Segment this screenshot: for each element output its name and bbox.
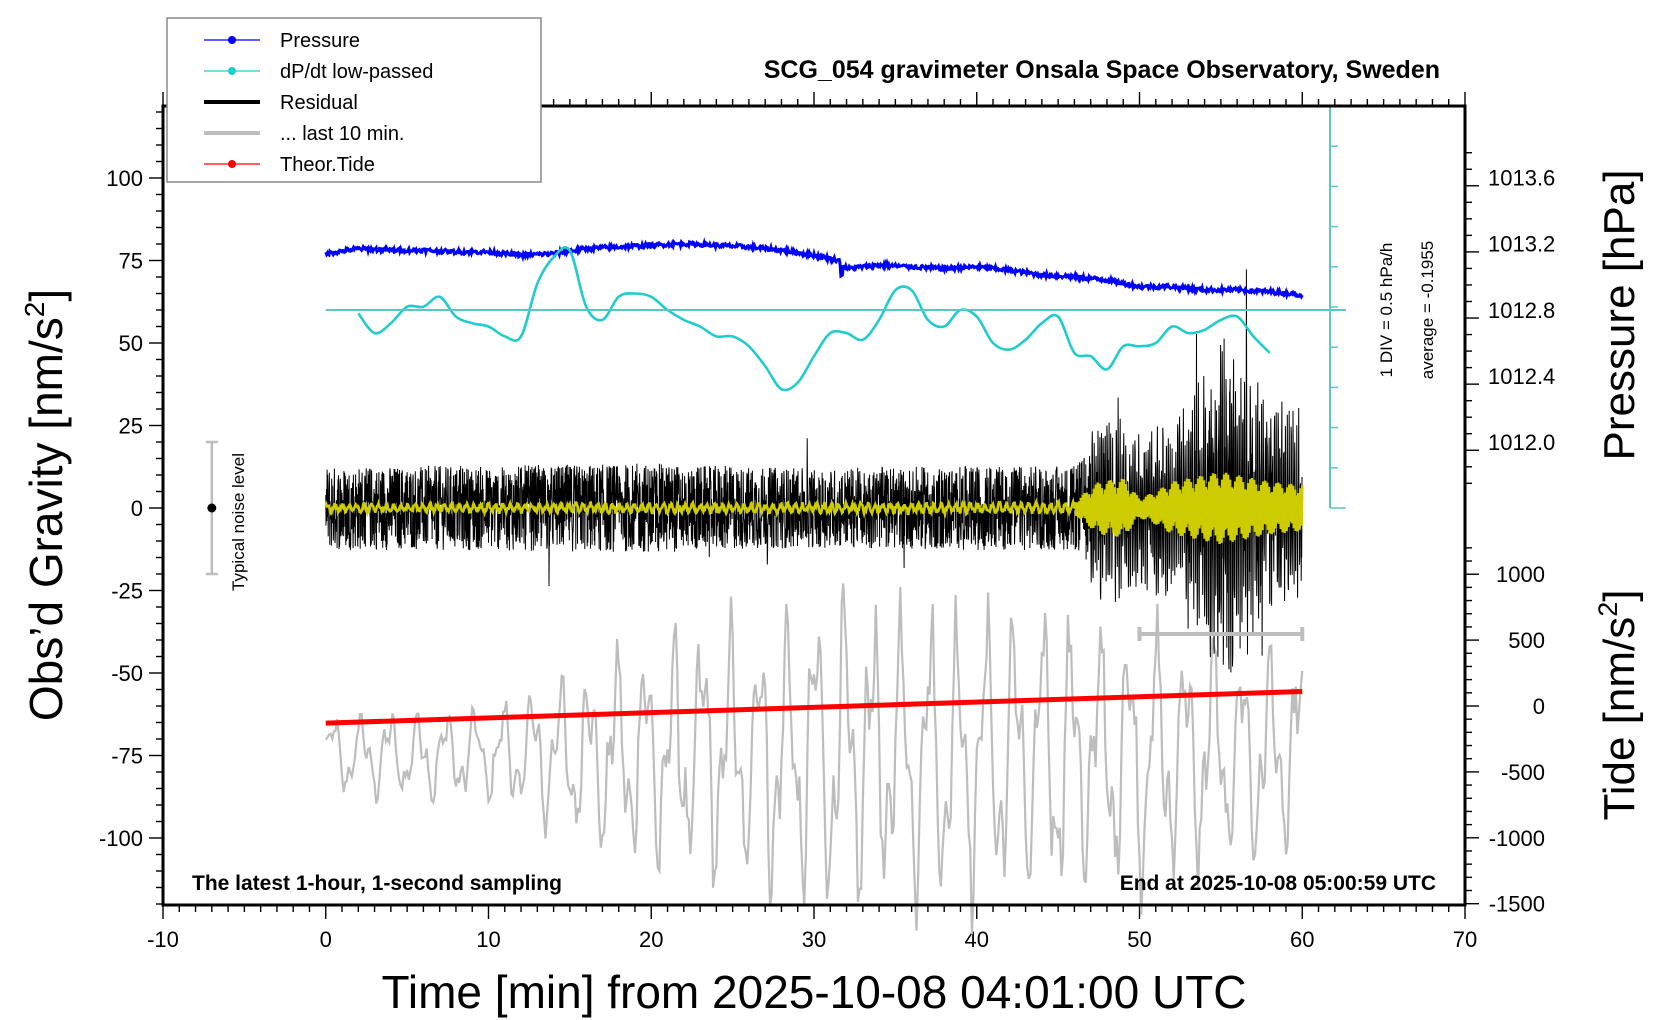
noise-label: Typical noise level xyxy=(229,453,248,591)
x-tick-label: 30 xyxy=(802,927,826,952)
svg-text:Obs’d Gravity [nm/s2]: Obs’d Gravity [nm/s2] xyxy=(19,289,72,721)
series-theor-tide xyxy=(325,689,1303,726)
legend-label: Pressure xyxy=(280,30,360,52)
tide-title-tail: ] xyxy=(1595,589,1644,601)
y-left-tick-label: 50 xyxy=(119,331,143,356)
pressure-tick-label: 1012.0 xyxy=(1488,430,1555,455)
legend-swatch-dot xyxy=(228,67,236,75)
noise-label-group: Typical noise level xyxy=(229,453,248,591)
legend-swatch-dot xyxy=(228,36,236,44)
svg-text:Tide [nm/s2]: Tide [nm/s2] xyxy=(1593,589,1644,820)
y-left-title-main: Obs’d Gravity [nm/s xyxy=(20,317,72,721)
tide-tick-label: -1000 xyxy=(1489,826,1545,851)
dpdt-average-label: average = -0.1955 xyxy=(1418,241,1437,379)
pressure-tick-label: 1013.6 xyxy=(1488,166,1555,191)
y-left-tick-label: -50 xyxy=(111,661,143,686)
tide-tick-label: 0 xyxy=(1533,694,1545,719)
y-left-title-sup: 2 xyxy=(19,302,50,318)
legend-label: dP/dt low-passed xyxy=(280,61,433,83)
y-left-tick-label: 75 xyxy=(119,249,143,274)
y-left-tick-label: -100 xyxy=(99,826,143,851)
y-left-tick-label: 25 xyxy=(119,414,143,439)
legend-label: ... last 10 min. xyxy=(280,123,405,145)
x-tick-label: 50 xyxy=(1127,927,1151,952)
series-last-10-min xyxy=(324,583,1304,935)
pressure-tick-label: 1013.2 xyxy=(1488,232,1555,257)
x-tick-label: 0 xyxy=(320,927,332,952)
series-residual-lowpassed xyxy=(324,472,1304,545)
pressure-tick-label: 1012.8 xyxy=(1488,298,1555,323)
pressure-title: Pressure [hPa] xyxy=(1595,169,1644,460)
pressure-axis-title: Pressure [hPa] xyxy=(1595,169,1644,460)
noise-center-dot xyxy=(207,503,217,513)
chart-title: SCG_054 gravimeter Onsala Space Observat… xyxy=(764,56,1440,84)
y-left-tick-label: 100 xyxy=(106,166,143,191)
series-pressure xyxy=(324,237,1304,301)
x-tick-label: 70 xyxy=(1453,927,1477,952)
tide-tick-label: -1500 xyxy=(1489,892,1545,917)
x-tick-label: 10 xyxy=(476,927,500,952)
series-layer xyxy=(324,237,1304,935)
legend-swatch-dot xyxy=(228,160,236,168)
overlay-layer xyxy=(205,105,1346,641)
tide-tick-label: -500 xyxy=(1501,760,1545,785)
legend: Pressure dP/dt low-passed Residual ... last… xyxy=(166,17,542,183)
tide-tick-label: 500 xyxy=(1508,628,1545,653)
tide-title-main: Tide [nm/s xyxy=(1595,617,1644,821)
series-residual xyxy=(325,269,1303,673)
legend-label: Residual xyxy=(280,92,358,114)
x-tick-label: 20 xyxy=(639,927,663,952)
y-left-title-tail: ] xyxy=(20,289,72,302)
series-dpdt-lowpassed xyxy=(357,246,1271,392)
sampling-note: The latest 1-hour, 1-second sampling xyxy=(192,872,562,895)
end-time-note: End at 2025-10-08 05:00:59 UTC xyxy=(1120,872,1436,895)
dpdt-average-label-group: average = -0.1955 xyxy=(1418,241,1437,379)
tide-axis-title: Tide [nm/s2] xyxy=(1593,589,1644,820)
y-left-axis-title: Obs’d Gravity [nm/s2] xyxy=(19,289,72,721)
axes: -10 0 10 20 30 40 50 60 701007550250-25-50-75-10… xyxy=(99,92,1555,952)
dpdt-scale-label-group: 1 DIV = 0.5 hPa/h xyxy=(1377,243,1396,378)
x-tick-label: -10 xyxy=(147,927,179,952)
plot-frame xyxy=(161,104,1467,907)
y-left-tick-label: -75 xyxy=(111,744,143,769)
dpdt-scale-label: 1 DIV = 0.5 hPa/h xyxy=(1377,243,1396,378)
y-left-tick-label: -25 xyxy=(111,579,143,604)
tide-tick-label: 1000 xyxy=(1496,562,1545,587)
tide-title-sup: 2 xyxy=(1593,602,1623,617)
x-tick-label: 60 xyxy=(1290,927,1314,952)
x-axis-title: Time [min] from 2025-10-08 04:01:00 UTC xyxy=(382,966,1247,1018)
y-left-tick-label: 0 xyxy=(131,496,143,521)
pressure-tick-label: 1012.4 xyxy=(1488,364,1555,389)
legend-label: Theor.Tide xyxy=(280,154,375,176)
x-tick-label: 40 xyxy=(965,927,989,952)
